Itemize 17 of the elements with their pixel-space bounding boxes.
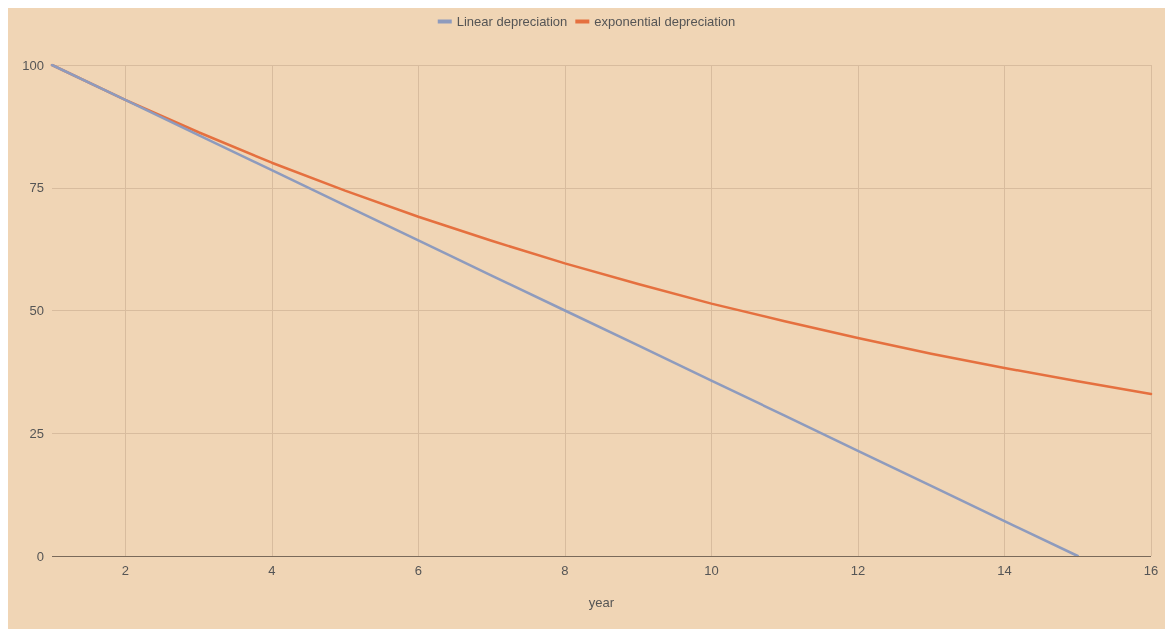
x-tick-label: 8 xyxy=(561,563,569,578)
x-tick-label: 16 xyxy=(1143,563,1159,578)
line-series xyxy=(50,63,1079,558)
x-tick-label: 6 xyxy=(414,563,422,578)
y-tick-label: 25 xyxy=(29,425,44,441)
x-tick-label: 2 xyxy=(121,563,129,578)
y-tick-label: 50 xyxy=(29,303,44,318)
x-tick-label: 12 xyxy=(850,563,866,578)
x-axis-title: year xyxy=(588,595,615,610)
x-tick-label: 4 xyxy=(268,563,276,578)
y-tick-label: 100 xyxy=(22,57,44,73)
legend-label: Linear depreciation xyxy=(456,14,568,29)
legend-label: exponential depreciation xyxy=(594,14,736,29)
y-tick-label: 75 xyxy=(29,180,44,196)
y-tick-label: 0 xyxy=(36,548,44,564)
x-tick-label: 10 xyxy=(704,563,719,578)
x-tick-label: 14 xyxy=(997,563,1012,578)
